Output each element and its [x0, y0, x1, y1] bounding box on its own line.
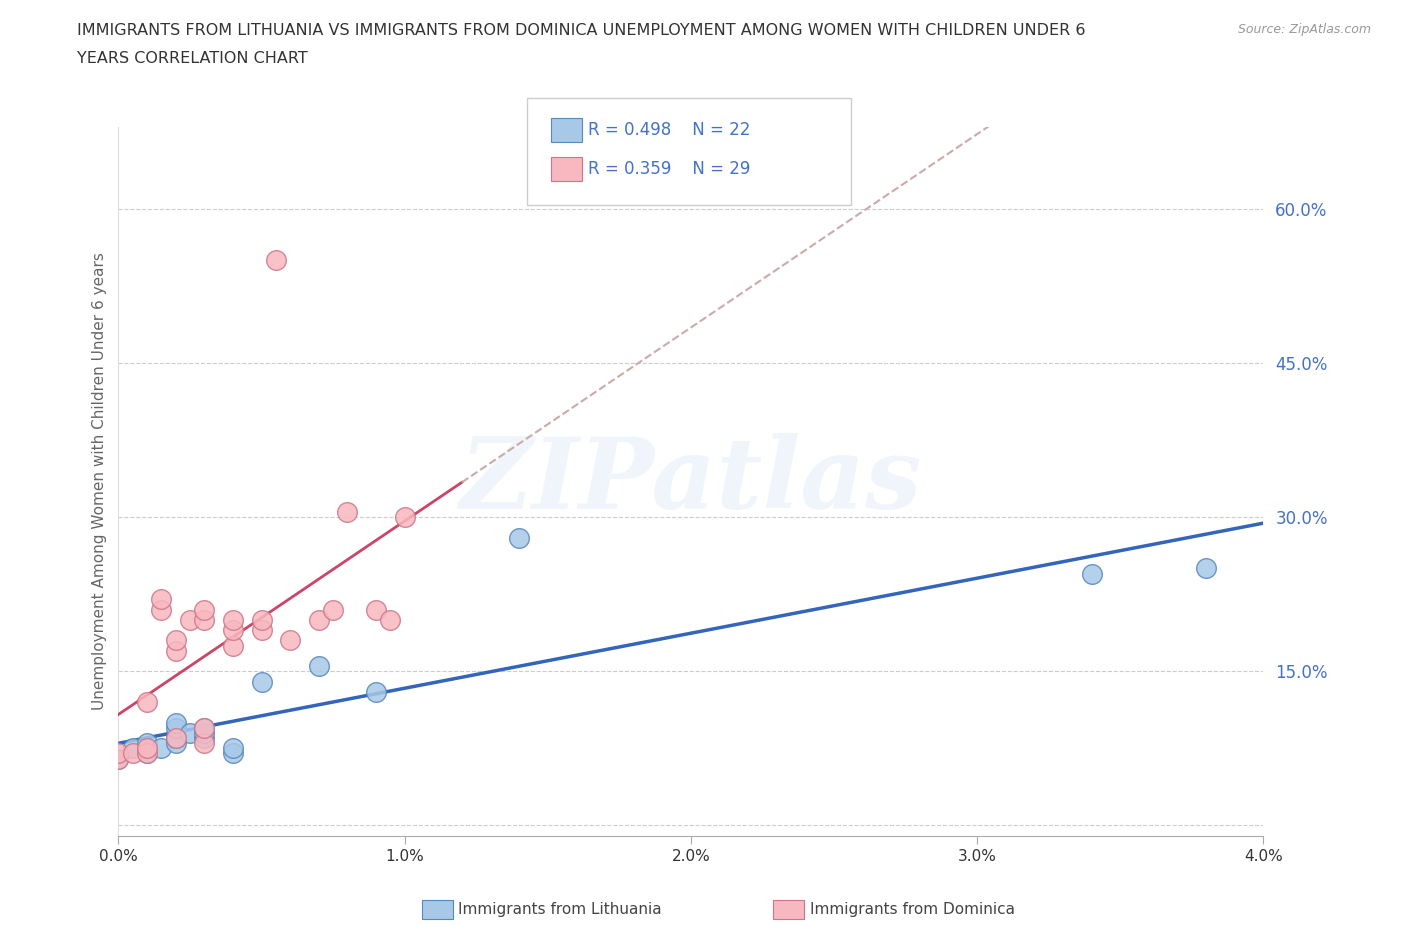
Text: Source: ZipAtlas.com: Source: ZipAtlas.com: [1237, 23, 1371, 36]
Point: [193, 721, 215, 736]
Point: [394, 510, 416, 525]
Point: [278, 633, 301, 648]
Point: [136, 746, 159, 761]
Point: [193, 613, 215, 628]
Point: [136, 695, 159, 710]
Point: [380, 613, 402, 628]
Point: [150, 741, 173, 756]
Point: [121, 746, 143, 761]
Point: [165, 644, 187, 658]
Point: [222, 638, 245, 653]
Point: [136, 741, 159, 756]
Point: [150, 591, 173, 606]
Point: [150, 602, 173, 617]
Point: [336, 504, 359, 519]
Point: [250, 674, 273, 689]
Point: [222, 623, 245, 638]
Point: [193, 731, 215, 746]
Point: [193, 721, 215, 736]
Point: [1195, 561, 1218, 576]
Point: [136, 746, 159, 761]
Text: YEARS CORRELATION CHART: YEARS CORRELATION CHART: [77, 51, 308, 66]
Point: [193, 725, 215, 740]
Point: [322, 602, 344, 617]
Y-axis label: Unemployment Among Women with Children Under 6 years: Unemployment Among Women with Children U…: [93, 252, 107, 711]
Point: [136, 736, 159, 751]
Point: [107, 751, 129, 766]
Point: [165, 715, 187, 730]
Text: Immigrants from Dominica: Immigrants from Dominica: [810, 902, 1015, 917]
Point: [107, 751, 129, 766]
Text: Immigrants from Lithuania: Immigrants from Lithuania: [458, 902, 662, 917]
Point: [121, 741, 143, 756]
Point: [193, 602, 215, 617]
Point: [222, 741, 245, 756]
Point: [1080, 566, 1102, 581]
Point: [165, 633, 187, 648]
Point: [508, 530, 530, 545]
Point: [193, 736, 215, 751]
Point: [264, 253, 287, 268]
Point: [250, 613, 273, 628]
Text: R = 0.498    N = 22: R = 0.498 N = 22: [588, 121, 749, 140]
Text: ZIPatlas: ZIPatlas: [460, 432, 922, 529]
Point: [179, 613, 201, 628]
Point: [364, 602, 387, 617]
Point: [308, 613, 330, 628]
Point: [222, 746, 245, 761]
Point: [250, 623, 273, 638]
Text: R = 0.359    N = 29: R = 0.359 N = 29: [588, 160, 749, 179]
Point: [165, 731, 187, 746]
Point: [308, 658, 330, 673]
Point: [165, 721, 187, 736]
Point: [107, 746, 129, 761]
Point: [179, 725, 201, 740]
Text: IMMIGRANTS FROM LITHUANIA VS IMMIGRANTS FROM DOMINICA UNEMPLOYMENT AMONG WOMEN W: IMMIGRANTS FROM LITHUANIA VS IMMIGRANTS …: [77, 23, 1085, 38]
Point: [136, 741, 159, 756]
Point: [364, 684, 387, 699]
Point: [165, 736, 187, 751]
Point: [165, 731, 187, 746]
Point: [222, 613, 245, 628]
